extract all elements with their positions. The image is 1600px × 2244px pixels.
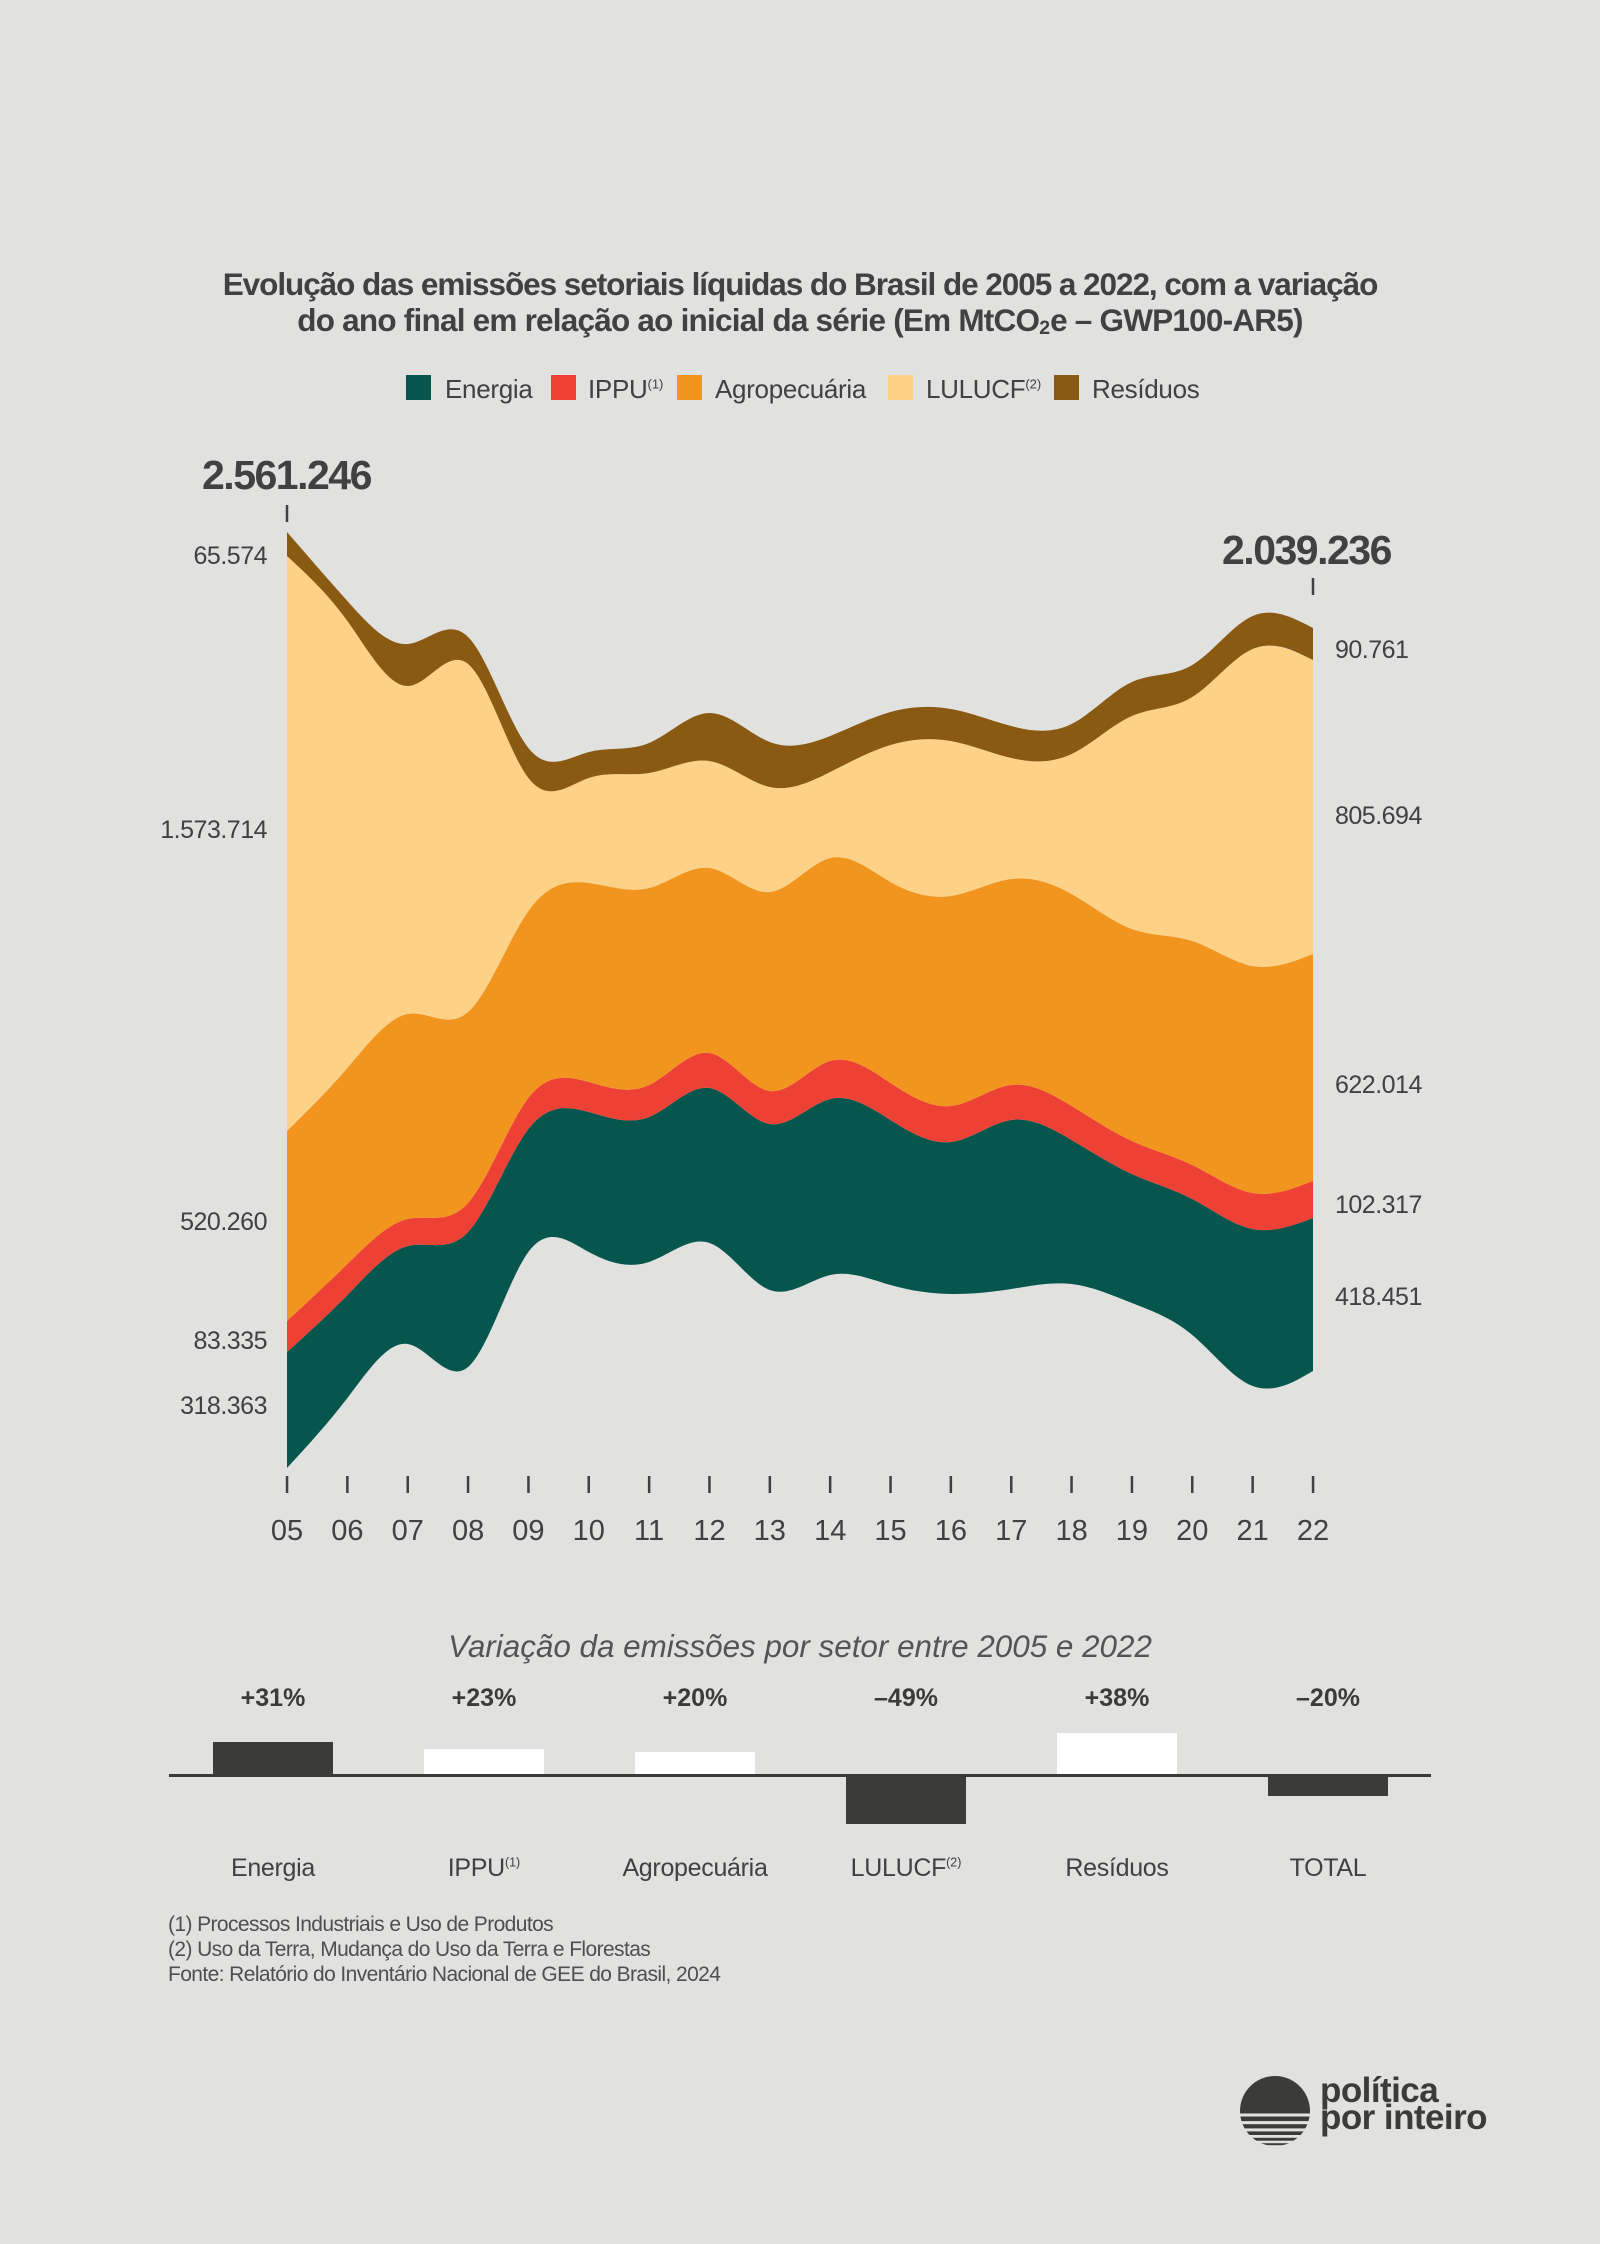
svg-text:13: 13 <box>754 1515 786 1547</box>
svg-text:16: 16 <box>935 1515 967 1547</box>
svg-text:20: 20 <box>1176 1515 1208 1547</box>
svg-text:14: 14 <box>814 1515 846 1547</box>
svg-text:09: 09 <box>512 1515 544 1547</box>
svg-text:11: 11 <box>634 1515 664 1547</box>
svg-text:10: 10 <box>573 1515 605 1547</box>
svg-text:05: 05 <box>271 1515 303 1547</box>
svg-text:12: 12 <box>693 1515 725 1547</box>
svg-text:07: 07 <box>392 1515 424 1547</box>
svg-text:06: 06 <box>331 1515 363 1547</box>
svg-text:18: 18 <box>1055 1515 1087 1547</box>
svg-text:08: 08 <box>452 1515 484 1547</box>
svg-text:17: 17 <box>995 1515 1027 1547</box>
svg-text:21: 21 <box>1236 1515 1268 1547</box>
svg-text:22: 22 <box>1297 1515 1329 1547</box>
svg-text:15: 15 <box>874 1515 906 1547</box>
svg-text:19: 19 <box>1116 1515 1148 1547</box>
